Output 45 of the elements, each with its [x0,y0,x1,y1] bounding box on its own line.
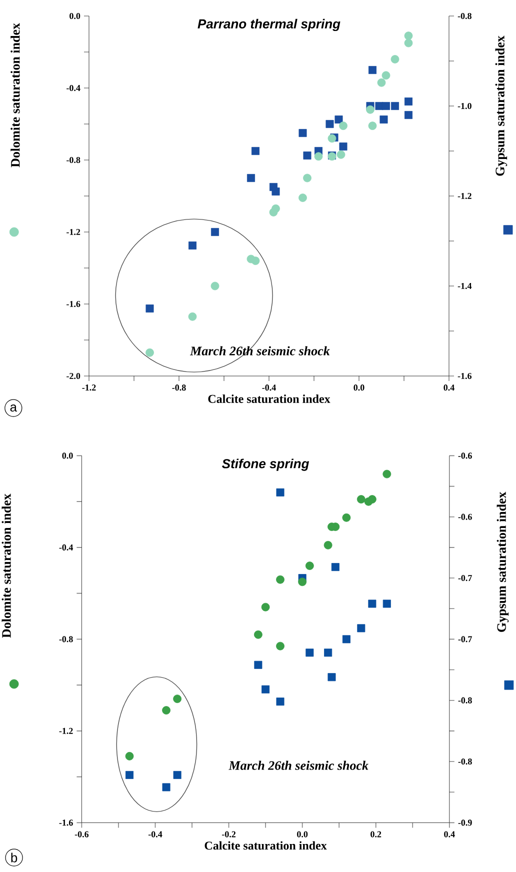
x-tick-label: -0.2 [222,831,236,838]
y-tick-label: -0.4 [66,84,80,92]
y-axis-title: Dolomite saturation index [10,23,20,168]
y2-tick-label: -1.4 [458,282,472,290]
y-tick-label: -1.6 [59,820,73,826]
y-tick-label: 0.0 [70,12,80,20]
x-axis-title: Calcite saturation index [208,394,330,403]
y2-tick-label: -0.9 [458,820,472,826]
y2-tick-label: -0.7 [458,636,472,642]
x-tick-label: 0.4 [444,831,455,838]
text: b [11,852,18,862]
y2-tick-label: -0.8 [458,697,472,704]
y-tick-label: -1.2 [59,728,73,734]
y-tick-label: -1.2 [66,228,80,236]
y-tick-label: -0.8 [59,636,73,642]
chart-title: Parrano thermal spring [198,18,340,32]
chart-title: Stifone spring [222,458,310,471]
y2-tick-label: -1.0 [458,102,472,110]
y-tick-label: 0.0 [62,452,73,459]
y-tick-label: -2.0 [66,372,80,380]
x-tick-label: 0.0 [354,384,364,391]
x-tick-label: 0.0 [297,831,308,838]
y-axis-title: Dolomite saturation index [2,494,11,638]
annotation: March 26th seismic shock [228,760,368,770]
x-tick-label: -0.4 [148,831,162,838]
x-tick-label: 0.4 [444,384,454,391]
y2-tick-label: -0.8 [458,758,472,765]
y2-tick-label: -1.6 [458,372,472,380]
y2-tick-label: -1.2 [458,192,472,200]
y-tick-label: -1.6 [66,300,80,308]
x-tick-label: -0.6 [74,831,89,838]
y2-tick-label: -0.6 [458,452,472,459]
x-tick-label: -0.4 [262,384,276,391]
x-tick-label: -0.8 [172,384,186,391]
y-tick-label: -0.8 [66,156,80,164]
y2-axis-title: Gypsum saturation index [495,36,508,176]
y2-axis-title: Gypsum saturation index [496,492,509,632]
y2-tick-label: -0.6 [458,514,472,520]
y2-tick-label: -0.7 [458,574,472,582]
x-tick-label: 0.2 [370,831,382,838]
x-tick-label: -1.2 [82,384,96,391]
y2-tick-label: -0.8 [458,12,472,20]
x-axis-title: Calcite saturation index [204,841,327,850]
text: a [10,404,18,412]
y-tick-label: -0.4 [59,544,73,551]
